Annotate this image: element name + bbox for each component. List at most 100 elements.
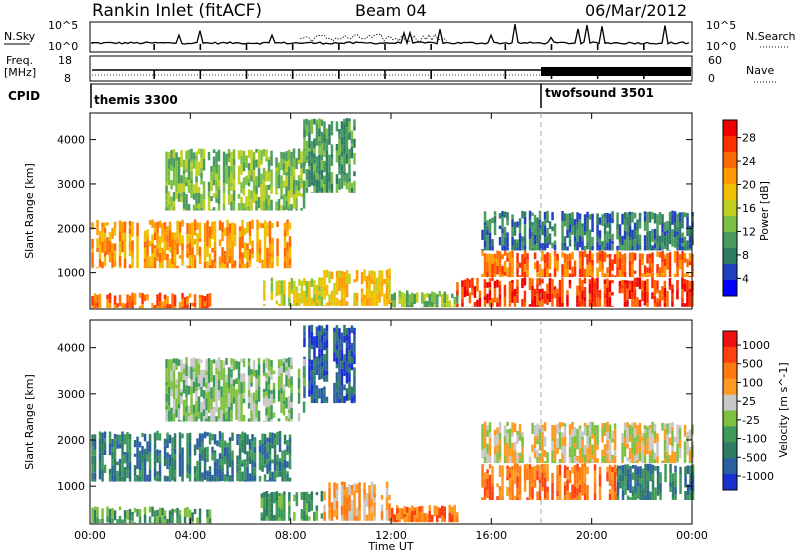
- heatmap-cell: [175, 379, 178, 385]
- heatmap-cell: [207, 151, 211, 161]
- heatmap-cell: [651, 479, 655, 490]
- heatmap-cell: [310, 171, 314, 182]
- heatmap-cell: [118, 443, 122, 449]
- heatmap-cell: [663, 439, 667, 451]
- heatmap-cell: [446, 300, 449, 305]
- heatmap-cell: [653, 438, 657, 444]
- heatmap-cell: [345, 328, 349, 335]
- heatmap-cell: [573, 260, 577, 267]
- heatmap-cell: [523, 464, 527, 472]
- heatmap-cell: [198, 447, 202, 454]
- heatmap-cell: [340, 380, 344, 386]
- heatmap-cell: [663, 428, 667, 435]
- heatmap-cell: [649, 491, 652, 500]
- heatmap-cell: [674, 469, 677, 473]
- heatmap-cell: [588, 283, 592, 294]
- heatmap-cell: [328, 492, 331, 501]
- heatmap-cell: [536, 438, 539, 445]
- heatmap-cell: [136, 475, 139, 481]
- heatmap-cell: [98, 259, 102, 268]
- heatmap-cell: [388, 518, 391, 521]
- heatmap-cell: [493, 280, 497, 288]
- heatmap-cell: [158, 517, 162, 524]
- heatmap-cell: [401, 292, 404, 304]
- heatmap-cell: [186, 454, 189, 463]
- heatmap-cell: [138, 459, 142, 463]
- heatmap-cell: [636, 495, 640, 499]
- heatmap-cell: [222, 207, 226, 211]
- heatmap-cell: [231, 432, 234, 441]
- heatmap-cell: [156, 221, 159, 233]
- heatmap-cell: [156, 248, 159, 257]
- heatmap-cell: [197, 186, 201, 193]
- heatmap-cell: [576, 471, 579, 484]
- heatmap-cell: [325, 144, 329, 151]
- heatmap-cell: [553, 240, 557, 245]
- heatmap-cell: [403, 514, 406, 518]
- heatmap-cell: [323, 287, 326, 291]
- heatmap-cell: [651, 234, 654, 242]
- heatmap-cell: [571, 429, 574, 438]
- heatmap-cell: [676, 213, 679, 220]
- heatmap-cell: [96, 223, 99, 228]
- heatmap-cell: [483, 296, 487, 301]
- heatmap-cell: [385, 299, 389, 306]
- heatmap-cell: [556, 253, 559, 261]
- heatmap-cell: [586, 466, 589, 475]
- heatmap-cell: [263, 236, 267, 246]
- heatmap-cell: [385, 510, 389, 521]
- heatmap-cell: [193, 473, 197, 478]
- heatmap-cell: [267, 205, 271, 211]
- heatmap-cell: [581, 474, 584, 479]
- heatmap-cell: [246, 457, 249, 462]
- heatmap-cell: [218, 459, 222, 465]
- heatmap-cell: [656, 235, 659, 244]
- heatmap-cell: [541, 303, 544, 307]
- heatmap-cell: [528, 485, 532, 497]
- heatmap-cell: [523, 236, 527, 246]
- heatmap-cell: [488, 483, 492, 495]
- heatmap-cell: [328, 271, 331, 284]
- heatmap-cell: [203, 262, 207, 269]
- heatmap-cell: [240, 202, 243, 211]
- heatmap-cell: [278, 280, 281, 285]
- heatmap-cell: [198, 227, 202, 231]
- heatmap-cell: [496, 302, 499, 307]
- heatmap-cell: [353, 394, 356, 402]
- heatmap-cell: [543, 225, 547, 234]
- heatmap-cell: [684, 498, 687, 500]
- heatmap-cell: [338, 370, 341, 376]
- heatmap-cell: [167, 419, 171, 422]
- heatmap-cell: [591, 277, 594, 289]
- heatmap-cell: [581, 305, 584, 307]
- heatmap-cell: [508, 492, 512, 497]
- heatmap-cell: [202, 369, 206, 378]
- heatmap-cell: [576, 438, 579, 450]
- heatmap-cell: [683, 441, 687, 452]
- heatmap-cell: [350, 396, 354, 404]
- heatmap-cell: [568, 213, 572, 225]
- heatmap-cell: [538, 271, 542, 277]
- heatmap-cell: [131, 515, 134, 521]
- heatmap-cell: [416, 292, 419, 298]
- heatmap-cell: [258, 452, 262, 462]
- heatmap-cell: [553, 286, 557, 290]
- heatmap-cell: [245, 210, 248, 211]
- heatmap-cell: [263, 514, 266, 521]
- heatmap-cell: [278, 430, 282, 438]
- heatmap-cell: [191, 228, 194, 236]
- heatmap-cell: [416, 297, 419, 303]
- heatmap-cell: [206, 517, 209, 524]
- heatmap-cell: [231, 235, 234, 241]
- heatmap-cell: [483, 225, 487, 236]
- heatmap-cell: [526, 259, 529, 271]
- heatmap-cell: [531, 466, 534, 479]
- heatmap-cell: [553, 443, 557, 450]
- heatmap-cell: [503, 260, 507, 272]
- heatmap-cell: [656, 490, 660, 496]
- heatmap-cell: [563, 436, 567, 446]
- heatmap-cell: [628, 280, 632, 285]
- heatmap-cell: [385, 284, 389, 295]
- heatmap-cell: [403, 304, 406, 308]
- heatmap-cell: [468, 279, 472, 288]
